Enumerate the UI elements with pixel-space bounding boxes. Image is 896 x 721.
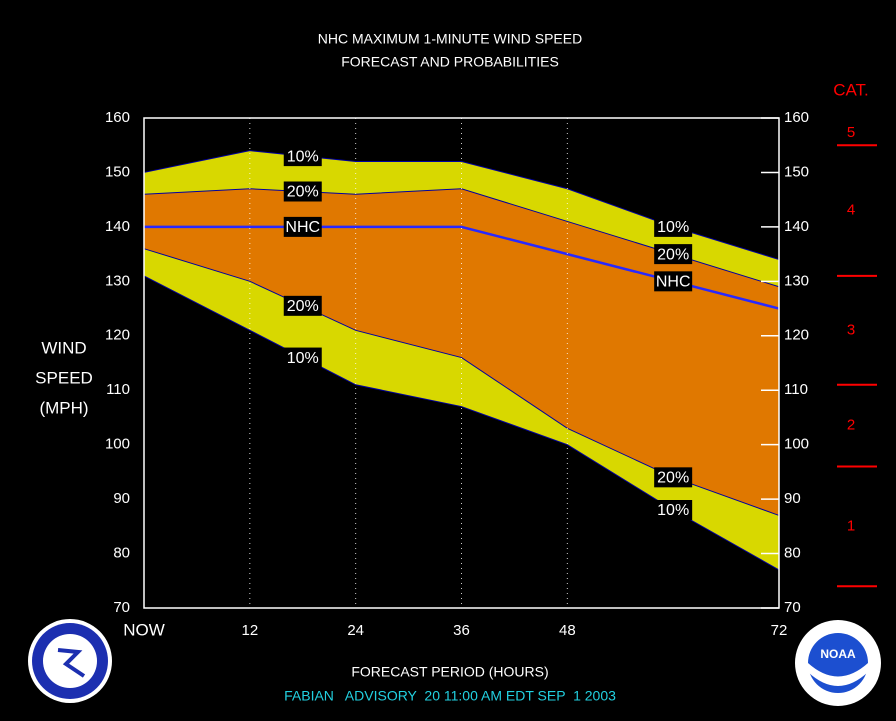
label-box xyxy=(654,216,693,237)
band-label-text: 20% xyxy=(287,298,319,315)
y2-tick-label: 80 xyxy=(784,545,801,562)
logo-bolt xyxy=(57,648,86,678)
band-label: 10% xyxy=(283,347,322,368)
category-title: CAT. xyxy=(833,80,869,99)
y-tick-label: 120 xyxy=(105,327,130,344)
y2-tick-label: 90 xyxy=(784,490,801,507)
label-box xyxy=(654,271,693,292)
band-label-text: 10% xyxy=(657,219,689,236)
series-label: NHC xyxy=(283,216,322,237)
y-axis-label: (MPH) xyxy=(39,398,88,417)
logo-wave xyxy=(808,663,868,686)
category-label: 2 xyxy=(847,417,855,434)
noaa-logo: NOAA xyxy=(795,620,881,706)
label-box xyxy=(654,244,693,265)
y-tick-label: 80 xyxy=(113,545,130,562)
band-label: 10% xyxy=(654,216,693,237)
band-label-text: 10% xyxy=(287,148,319,165)
band-label: 20% xyxy=(654,467,693,488)
nws-logo xyxy=(28,619,112,703)
label-box xyxy=(283,347,322,368)
y-tick-label: 90 xyxy=(113,490,130,507)
band-label: 10% xyxy=(654,500,693,520)
x-tick-label: NOW xyxy=(123,620,165,639)
category-label: 4 xyxy=(847,202,855,219)
x-tick-label: 36 xyxy=(453,622,470,639)
y-tick-label: 130 xyxy=(105,272,130,289)
y-tick-label: 100 xyxy=(105,436,130,453)
y-tick-label: 70 xyxy=(113,599,130,616)
category-label: 3 xyxy=(847,321,855,338)
label-box xyxy=(283,146,322,167)
y2-tick-label: 160 xyxy=(784,109,809,126)
probability-band xyxy=(144,188,779,516)
series-label: NHC xyxy=(654,271,693,292)
y-tick-label: 150 xyxy=(105,163,130,180)
label-box xyxy=(283,181,322,202)
y2-tick-label: 120 xyxy=(784,327,809,344)
band-label: 20% xyxy=(283,181,322,202)
band-label-text: 20% xyxy=(287,184,319,201)
logo-text: NOAA xyxy=(820,647,856,661)
plot-frame xyxy=(143,117,780,609)
band-label: 20% xyxy=(283,295,322,316)
label-box xyxy=(654,500,693,520)
y2-tick-label: 70 xyxy=(784,599,801,616)
x-tick-label: 48 xyxy=(559,622,576,639)
y2-tick-label: 100 xyxy=(784,436,809,453)
band-label: 20% xyxy=(654,244,693,265)
label-box xyxy=(283,216,322,237)
y-tick-label: 160 xyxy=(105,109,130,126)
x-tick-label: 24 xyxy=(347,622,364,639)
band-label-text: 20% xyxy=(657,470,689,487)
y2-tick-label: 140 xyxy=(784,218,809,235)
y-axis-label: SPEED xyxy=(35,368,93,387)
y2-tick-label: 150 xyxy=(784,163,809,180)
band-label-text: 10% xyxy=(657,502,689,519)
label-box xyxy=(283,295,322,316)
y2-tick-label: 130 xyxy=(784,272,809,289)
band-label: 10% xyxy=(283,146,322,167)
x-tick-label: 12 xyxy=(241,622,258,639)
category-label: 1 xyxy=(847,517,855,534)
y-axis-label: WIND xyxy=(41,338,86,357)
chart-title: NHC MAXIMUM 1-MINUTE WIND SPEED xyxy=(318,31,582,47)
footer: FABIAN ADVISORY 20 11:00 AM EDT SEP 1 20… xyxy=(284,688,616,704)
chart-title: FORECAST AND PROBABILITIES xyxy=(341,54,559,70)
series-label-text: NHC xyxy=(285,219,320,236)
band-label-text: 20% xyxy=(657,246,689,263)
label-box xyxy=(654,467,693,488)
y2-tick-label: 110 xyxy=(784,381,808,398)
x-axis-label: FORECAST PERIOD (HOURS) xyxy=(351,664,548,680)
y-tick-label: 140 xyxy=(105,218,130,235)
x-tick-label: 72 xyxy=(771,622,788,639)
category-label: 5 xyxy=(847,124,855,141)
series-label-text: NHC xyxy=(656,274,691,291)
band-label-text: 10% xyxy=(287,350,319,367)
y-tick-label: 110 xyxy=(106,381,130,398)
